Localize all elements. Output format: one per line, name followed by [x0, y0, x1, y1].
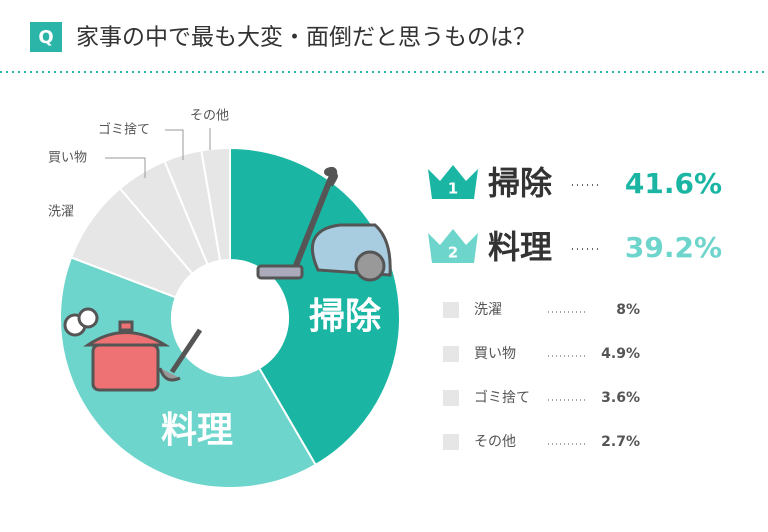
legend-name: 買い物: [474, 346, 516, 362]
leader-line: [165, 129, 184, 160]
legend-swatch: [443, 302, 459, 318]
legend-value: 2.7%: [601, 434, 640, 450]
legend-value: 41.6%: [625, 167, 722, 200]
legend-swatch: [443, 346, 459, 362]
q-badge: Q: [38, 27, 53, 48]
rank-number: 1: [448, 180, 458, 198]
slice-label: 料理: [161, 410, 233, 451]
legend: 1 掃除 41.6% 2 料理 39.2% 洗濯 8% 買い物 4.9% ゴミ捨て 3.6% その他 2.…: [428, 164, 722, 450]
legend-value: 39.2%: [625, 231, 722, 264]
donut-slice: [200, 146, 231, 262]
legend-value: 8%: [616, 302, 640, 318]
legend-swatch: [443, 390, 459, 406]
legend-name: ゴミ捨て: [474, 389, 530, 406]
crown: [428, 165, 478, 199]
legend-value: 3.6%: [601, 390, 640, 406]
legend-swatch: [443, 434, 459, 450]
donut-slice: [59, 256, 317, 489]
outside-label: 買い物: [48, 151, 87, 166]
outside-label: ゴミ捨て: [98, 122, 150, 138]
leader-line: [105, 157, 146, 178]
outside-label: その他: [190, 109, 229, 124]
rank-number: 2: [448, 244, 458, 262]
legend-name: その他: [474, 434, 516, 450]
legend-name: 料理: [488, 228, 552, 266]
vacuum-illustration: [256, 166, 392, 282]
slice-label: 掃除: [309, 296, 382, 337]
pot-illustration: [63, 307, 203, 392]
q-badge-bg: [30, 22, 62, 52]
crown: [428, 229, 478, 263]
chart-title: 家事の中で最も大変・面倒だと思うものは？: [76, 25, 536, 51]
outside-label: 洗濯: [48, 205, 74, 220]
legend-name: 洗濯: [474, 302, 502, 318]
legend-value: 4.9%: [601, 346, 640, 362]
legend-name: 掃除: [488, 164, 553, 202]
